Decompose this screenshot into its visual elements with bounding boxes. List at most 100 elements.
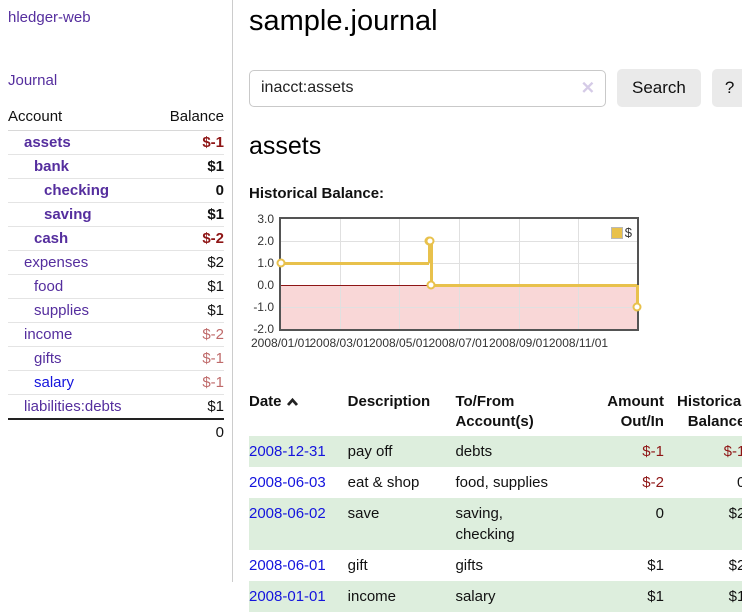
- grid-line-horizontal: [281, 241, 637, 242]
- historical-balance-chart: 3.0 2.0 1.0 0.0 -1.0 -2.0 $ 2008/01/01 2008/03…: [249, 212, 742, 364]
- chart-plot-area: $: [276, 217, 642, 331]
- accounts-total-row: 0: [8, 419, 224, 444]
- series-line-segment: [635, 285, 639, 307]
- chart-legend: $: [610, 225, 632, 240]
- transaction-amount: $-2: [642, 474, 664, 491]
- search-button[interactable]: Search: [617, 69, 701, 107]
- transaction-balance: 0: [737, 474, 742, 491]
- y-axis-tick-label: 0.0: [257, 278, 274, 292]
- account-balance: $1: [154, 394, 224, 420]
- x-axis-tick-label: 2008/05/01: [368, 336, 430, 350]
- account-column-header: Account: [8, 105, 155, 131]
- search-input[interactable]: [249, 69, 606, 107]
- y-axis-tick-label: -2.0: [253, 322, 274, 336]
- series-line-segment: [281, 261, 430, 265]
- search-form: ✕ Search ?: [249, 69, 742, 107]
- legend-swatch: [610, 226, 623, 239]
- data-point-marker: [426, 280, 436, 290]
- account-row: cash $-2: [8, 226, 224, 251]
- transaction-balance: $2: [728, 557, 742, 574]
- account-link-cash[interactable]: cash: [34, 230, 69, 247]
- account-balance: $-2: [154, 226, 224, 251]
- account-link-liabilities-debts[interactable]: liabilities:debts: [24, 398, 122, 415]
- account-row: supplies $1: [8, 298, 224, 323]
- transaction-accounts: gifts: [455, 557, 483, 574]
- chart-x-axis: 2008/01/01 2008/03/01 2008/05/01 2008/07/01…: [251, 336, 637, 351]
- account-link-supplies[interactable]: supplies: [34, 302, 90, 319]
- y-axis-tick-label: 2.0: [257, 234, 274, 248]
- transaction-date-link[interactable]: 2008-06-01: [249, 557, 326, 574]
- account-balance: $2: [154, 250, 224, 275]
- grid-line-vertical: [578, 219, 580, 329]
- grid-line-vertical: [518, 219, 520, 329]
- data-point-marker: [425, 236, 435, 246]
- grid-line-horizontal: [281, 263, 637, 264]
- transaction-description: income: [347, 588, 396, 605]
- transaction-description: pay off: [347, 443, 393, 460]
- amount-column-header: Amount Out/In: [607, 393, 664, 430]
- x-axis-tick-label: 2008/11/01: [548, 336, 609, 350]
- transaction-description: save: [347, 505, 380, 522]
- transaction-accounts: saving, checking: [455, 505, 515, 543]
- account-row: salary $-1: [8, 370, 224, 395]
- brand-link[interactable]: hledger-web: [8, 9, 91, 26]
- series-line-segment: [427, 241, 431, 263]
- account-link-food[interactable]: food: [34, 278, 64, 295]
- data-point-marker: [632, 302, 642, 312]
- account-balance: $1: [154, 274, 224, 299]
- date-column-header[interactable]: Date: [249, 389, 348, 436]
- x-axis-tick-label: 2008/07/01: [428, 336, 489, 350]
- y-axis-tick-label: 3.0: [257, 212, 274, 226]
- main-content: sample.journal ✕ Search ? assets Histori…: [233, 0, 742, 612]
- transaction-amount: 0: [655, 505, 664, 522]
- account-row: checking 0: [8, 178, 224, 203]
- transaction-amount: $1: [647, 588, 664, 605]
- account-link-gifts[interactable]: gifts: [34, 350, 62, 367]
- account-balance: $-1: [154, 346, 224, 371]
- help-button[interactable]: ?: [711, 69, 742, 107]
- account-row: income $-2: [8, 322, 224, 347]
- transaction-date-link[interactable]: 2008-06-03: [249, 474, 326, 491]
- sidebar-nav: Journal: [8, 72, 224, 89]
- account-link-expenses[interactable]: expenses: [24, 254, 89, 271]
- account-row: gifts $-1: [8, 346, 224, 371]
- account-link-income[interactable]: income: [24, 326, 73, 343]
- accounts-table: Account Balance assets $-1 bank $1 checking 0…: [8, 105, 224, 444]
- transaction-date-link[interactable]: 2008-06-02: [249, 505, 326, 522]
- sidebar-item-journal[interactable]: Journal: [8, 72, 58, 89]
- transaction-balance: $2: [728, 505, 742, 522]
- register-table-header: Date Description To/From Account(s) Amou…: [249, 389, 742, 436]
- y-axis-tick-label: 1.0: [257, 256, 274, 270]
- account-row: liabilities:debts $1: [8, 394, 224, 420]
- x-axis-tick-label: 2008/09/01: [488, 336, 549, 350]
- account-row: food $1: [8, 274, 224, 299]
- sidebar: hledger-web Journal Account Balance asse…: [0, 0, 233, 582]
- grid-line-vertical: [339, 219, 341, 329]
- balance-column-header-main: Historical Balance: [676, 393, 742, 430]
- transaction-row: 2008-06-01 gift gifts $1 $2: [249, 550, 742, 581]
- register-table: Date Description To/From Account(s) Amou…: [249, 389, 742, 612]
- legend-label: $: [624, 225, 632, 240]
- account-balance: $1: [154, 154, 224, 179]
- account-link-salary[interactable]: salary: [34, 374, 75, 391]
- transaction-description: gift: [347, 557, 368, 574]
- transaction-accounts: food, supplies: [455, 474, 549, 491]
- account-link-checking[interactable]: checking: [44, 182, 110, 199]
- grid-line-horizontal: [281, 307, 637, 308]
- accounts-total-value: 0: [215, 424, 224, 441]
- transaction-row: 2008-06-02 save saving, checking 0 $2: [249, 498, 742, 550]
- transaction-date-link[interactable]: 2008-12-31: [249, 443, 326, 460]
- account-link-saving[interactable]: saving: [44, 206, 92, 223]
- account-link-assets[interactable]: assets: [24, 134, 71, 151]
- y-axis-tick-label: -1.0: [253, 300, 274, 314]
- account-row: assets $-1: [8, 130, 224, 155]
- transaction-balance: $-1: [723, 443, 742, 460]
- account-link-bank[interactable]: bank: [34, 158, 70, 175]
- account-balance: $-1: [154, 130, 224, 155]
- clear-search-icon[interactable]: ✕: [580, 78, 595, 98]
- transaction-accounts: salary: [455, 588, 496, 605]
- account-row: bank $1: [8, 154, 224, 179]
- data-point-marker: [276, 258, 286, 268]
- transaction-date-link[interactable]: 2008-01-01: [249, 588, 326, 605]
